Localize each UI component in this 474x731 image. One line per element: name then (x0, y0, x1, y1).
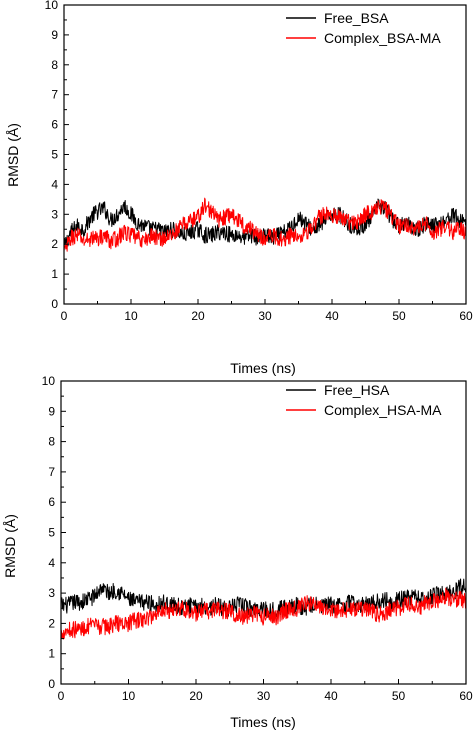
chart-panel-bsa: RMSD (Å) Times (ns) Free_BSA Complex_BSA… (5, 0, 473, 376)
chart-panel-hsa: RMSD (Å) Times (ns) Free_HSA Complex_HSA… (2, 374, 473, 730)
legend: Free_BSA Complex_BSA-MA (286, 10, 441, 46)
y-tick-label: 8 (48, 435, 55, 449)
y-tick-label: 2 (51, 237, 58, 251)
y-tick-label: 0 (48, 677, 55, 691)
series-line-complex-bsa-ma (63, 197, 467, 252)
x-tick-label: 60 (459, 689, 473, 703)
series-line-complex-hsa-ma (60, 587, 467, 640)
x-tick-label: 20 (189, 689, 203, 703)
legend-label-free-hsa: Free_HSA (324, 382, 390, 398)
x-tick-label: 30 (257, 689, 271, 703)
y-tick-label: 9 (48, 404, 55, 418)
y-tick-label: 2 (48, 616, 55, 630)
y-tick-label: 7 (51, 88, 58, 102)
x-tick-label: 30 (258, 309, 272, 323)
y-tick-label: 3 (48, 586, 55, 600)
y-tick-label: 8 (51, 58, 58, 72)
y-axis-title: RMSD (Å) (2, 514, 18, 578)
series-line-free-hsa (60, 578, 467, 620)
y-tick-label: 3 (51, 207, 58, 221)
y-tick-label: 4 (51, 177, 58, 191)
legend-label-complex-hsa-ma: Complex_HSA-MA (324, 402, 442, 418)
plot-frame (60, 380, 467, 685)
x-axis-title: Times (ns) (230, 360, 296, 376)
x-tick-label: 50 (392, 309, 406, 323)
x-tick-label: 20 (191, 309, 205, 323)
x-tick-label: 10 (122, 689, 136, 703)
y-tick-label: 0 (51, 297, 58, 311)
x-tick-label: 40 (324, 689, 338, 703)
legend-label-complex-bsa-ma: Complex_BSA-MA (324, 30, 441, 46)
y-tick-label: 1 (51, 267, 58, 281)
series-line-free-bsa (63, 198, 467, 247)
y-tick-label: 4 (48, 556, 55, 570)
legend: Free_HSA Complex_HSA-MA (286, 382, 442, 418)
x-tick-label: 60 (459, 309, 473, 323)
x-tick-label: 0 (58, 689, 65, 703)
plot-frame (63, 4, 467, 305)
x-axis-title: Times (ns) (230, 714, 296, 730)
y-tick-label: 9 (51, 28, 58, 42)
x-tick-label: 10 (124, 309, 138, 323)
y-tick-label: 10 (45, 0, 59, 12)
x-tick-label: 0 (61, 309, 68, 323)
y-tick-label: 6 (48, 495, 55, 509)
y-tick-label: 5 (51, 148, 58, 162)
y-tick-label: 10 (42, 374, 56, 388)
x-tick-label: 40 (325, 309, 339, 323)
y-tick-label: 6 (51, 118, 58, 132)
x-tick-label: 50 (392, 689, 406, 703)
y-tick-label: 5 (48, 526, 55, 540)
y-tick-label: 1 (48, 647, 55, 661)
legend-label-free-bsa: Free_BSA (324, 10, 389, 26)
y-tick-label: 7 (48, 465, 55, 479)
y-axis-title: RMSD (Å) (5, 123, 21, 187)
